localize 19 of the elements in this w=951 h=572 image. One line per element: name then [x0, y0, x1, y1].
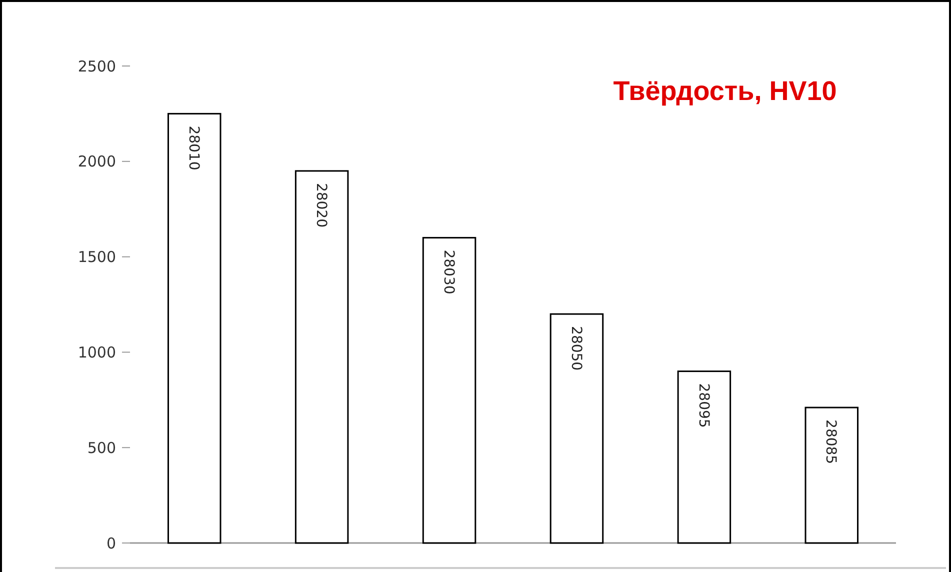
x-tick-label: 28050: [568, 326, 584, 371]
bar: [677, 370, 732, 544]
x-tick-label: 28085: [822, 420, 839, 464]
bar: [422, 236, 476, 544]
bar: [804, 406, 859, 544]
bar: [167, 112, 222, 544]
x-tick-label: 28020: [312, 182, 329, 228]
y-tick-label: 0: [106, 534, 116, 552]
y-tick-label: 1500: [78, 248, 116, 266]
y-tick-label: 2500: [78, 57, 116, 76]
y-tick-label: 1000: [78, 343, 116, 362]
x-tick-label: 28095: [695, 383, 712, 428]
x-tick-label: 28010: [185, 126, 202, 170]
y-tick-label: 500: [87, 438, 116, 457]
chart-title: Твёрдость, HV10: [613, 76, 837, 106]
y-tick-label: 2000: [78, 152, 116, 171]
x-tick-label: 28030: [440, 250, 456, 294]
bar: [294, 170, 349, 544]
bar: [550, 313, 604, 544]
